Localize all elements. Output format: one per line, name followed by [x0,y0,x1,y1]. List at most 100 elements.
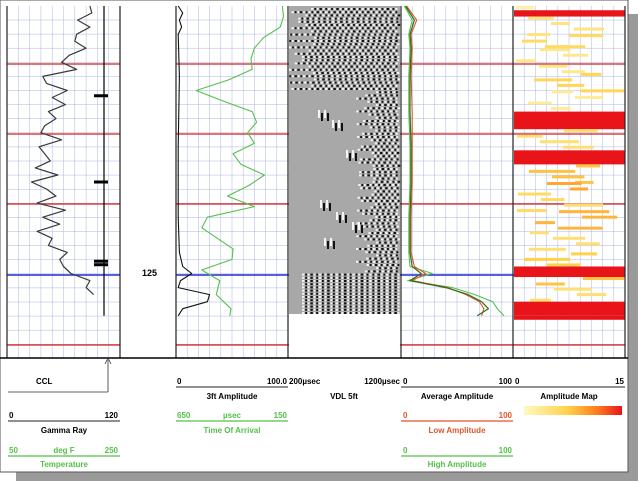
vdl-wiggle [381,126,383,129]
vdl-wiggle [373,235,376,238]
vdl-wiggle [343,59,347,62]
vdl-wiggle [392,248,395,250]
vdl-wiggle [378,97,381,100]
vdl-wiggle [393,94,396,97]
vdl-wiggle [394,152,397,154]
vdl-wiggle [301,56,305,58]
vdl-wiggle [392,27,395,30]
vdl-wiggle [388,72,391,74]
vdl-wiggle [340,81,343,84]
vdl-wiggle [360,148,363,151]
vdl-wiggle [367,49,370,52]
vdl-wiggle [381,254,384,257]
vdl-wiggle [395,123,398,126]
vdl-wiggle [366,56,369,58]
vdl-wiggle [341,59,343,62]
vdl-wiggle [309,20,312,23]
vdl-wiggle [310,289,313,292]
vdl-wiggle [365,196,369,199]
vdl-wiggle [356,20,360,23]
vdl-wiggle [397,216,400,218]
vdl-wiggle [355,308,358,311]
vdl-wiggle [375,312,377,314]
vdl-wiggle [375,145,377,148]
vdl-wiggle [315,81,318,84]
vdl-wiggle [305,283,307,286]
vdl-wiggle [371,33,374,36]
vdl-wiggle [364,68,367,71]
vdl-wiggle [370,270,373,273]
vdl-wiggle [344,305,347,308]
vdl-wiggle [341,302,344,305]
vdl-wiggle [327,296,330,298]
vdl-wiggle [357,59,360,62]
vdl-wiggle [379,104,381,106]
map-streak [547,182,582,185]
vdl-wiggle [349,280,352,282]
vdl-wiggle [371,148,374,151]
vdl-wiggle [397,145,400,148]
vdl-wiggle [366,276,369,279]
vdl-wiggle [369,43,371,46]
vdl-wiggle [386,257,388,260]
vdl-wiggle [386,200,389,202]
vdl-wiggle [376,139,379,142]
vdl-wiggle [371,17,373,20]
vdl-wiggle [377,289,380,292]
vdl-wiggle [290,33,293,36]
vdl-wiggle [356,97,359,100]
vdl-wiggle [395,164,397,167]
vdl-wiggle [381,30,384,33]
vdl-wiggle [335,299,338,302]
vdl-wiggle [318,280,322,282]
vdl-wiggle [373,52,376,55]
vdl-wiggle [378,164,381,167]
vdl-wiggle [378,62,382,65]
vdl-wiggle [328,27,331,30]
vdl-wiggle [339,62,342,65]
vdl-wiggle [393,110,395,113]
vdl-wiggle [393,168,396,170]
vdl-wiggle [342,36,345,39]
vdl-wiggle [297,52,300,55]
vdl-wiggle [391,273,394,276]
vdl-wiggle [333,283,335,286]
vdl-wiggle [370,206,373,209]
vdl-wiggle [382,139,385,142]
vdl-wiggle [348,40,350,42]
vdl-wiggle [359,158,363,161]
vdl-wiggle [318,283,322,286]
vdl-wiggle [338,280,341,282]
vdl-wiggle [375,216,378,218]
vdl-wiggle [349,308,352,311]
vdl-wiggle [366,72,369,74]
vdl-wiggle [369,14,372,17]
vdl-wiggle [328,78,330,81]
vdl-wiggle [374,155,377,158]
vdl-wiggle [364,299,366,302]
vdl-wiggle [369,283,372,286]
vdl-wiggle [312,20,315,23]
vdl-wiggle [386,289,389,292]
vdl-wiggle [363,196,366,199]
vdl-wiggle [314,62,317,65]
vdl-wiggle [369,305,372,308]
vdl-wiggle [311,62,314,65]
vdl-wiggle [365,20,368,23]
vdl-wiggle [384,248,387,250]
vdl-wiggle [375,52,378,55]
vdl-wiggle [377,126,381,129]
vdl-wiggle [303,88,305,90]
vdl-wiggle [384,104,387,106]
vdl-wiggle [312,72,316,74]
vdl-wiggle [368,158,371,161]
vdl-wiggle [302,52,306,55]
map-streak [524,257,571,261]
vdl-wiggle [301,33,304,36]
vdl-wiggle [339,65,342,68]
vdl-min: 200µsec [289,377,321,386]
vdl-wiggle [390,155,394,158]
vdl-wiggle [372,308,375,311]
vdl-wiggle [310,283,313,286]
vdl-wiggle [394,225,396,228]
